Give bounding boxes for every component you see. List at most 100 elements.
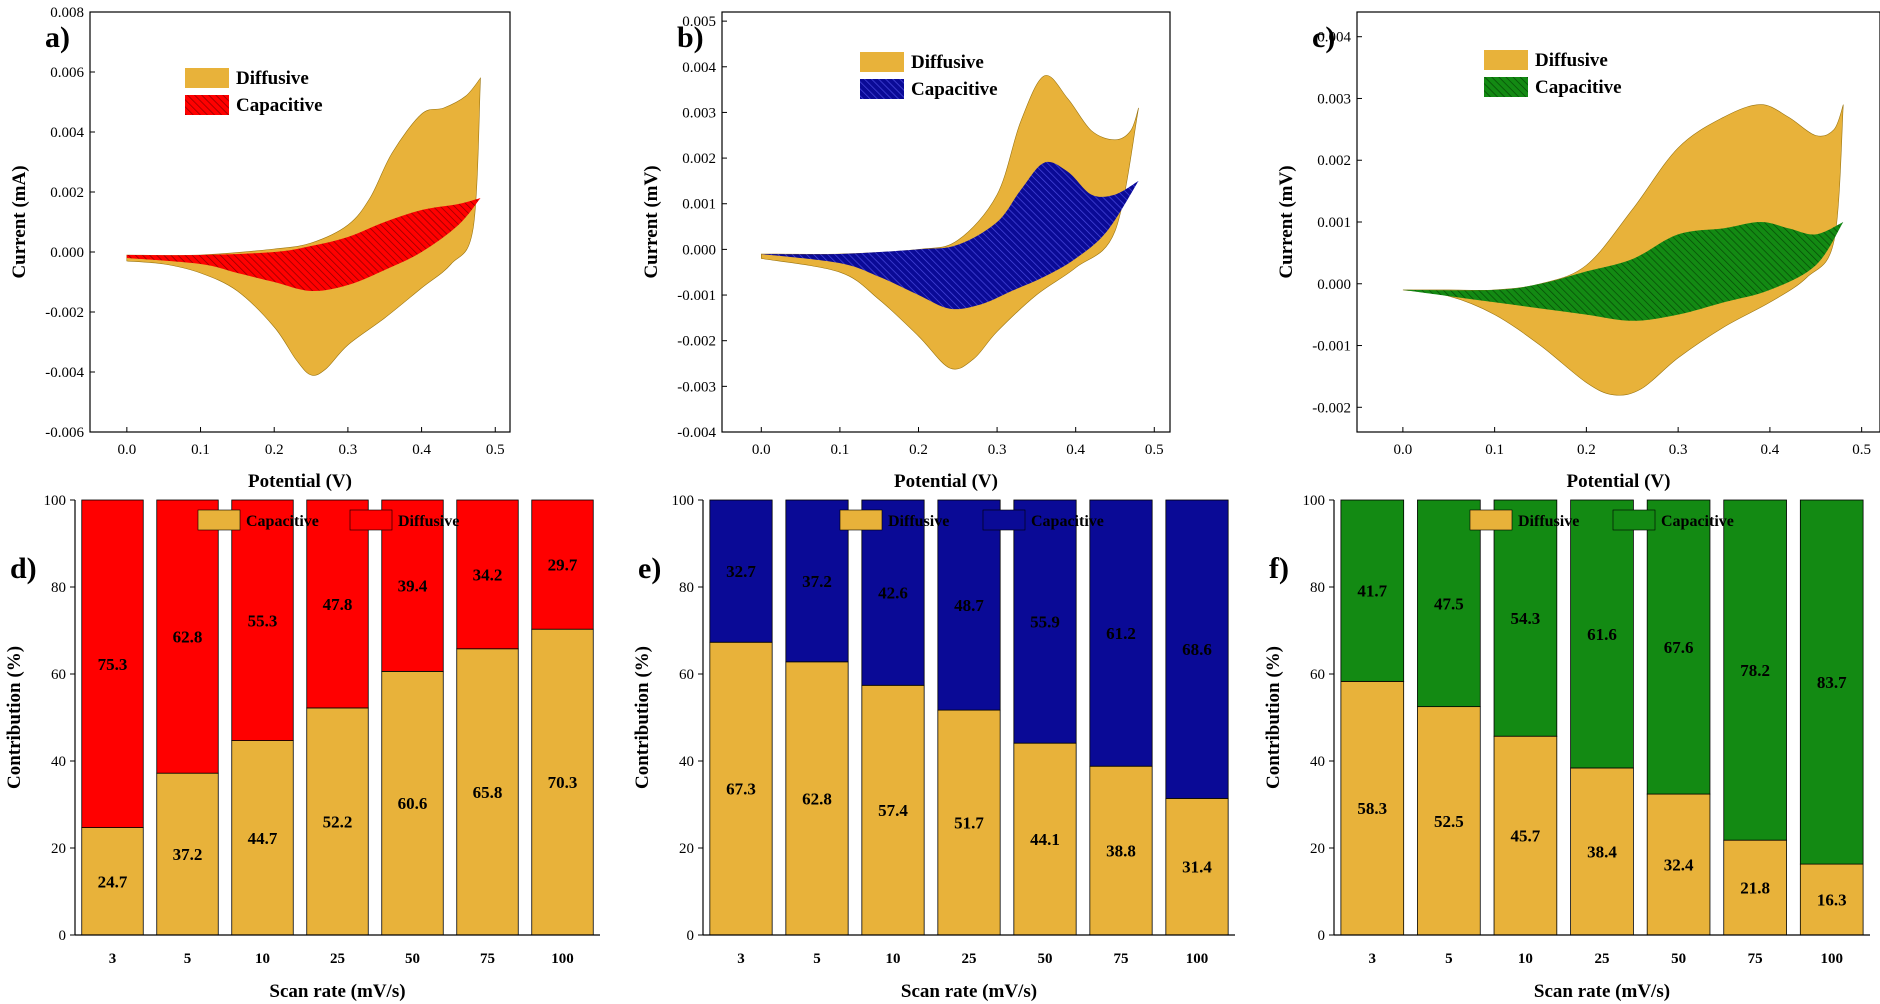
- bar-capacitive: [709, 499, 773, 643]
- x-tick-label: 0.1: [1485, 442, 1504, 458]
- x-tick-label: 100: [1186, 951, 1209, 967]
- bar-value-label: 44.1: [1030, 830, 1060, 849]
- y-axis-title: Contribution (%): [4, 646, 25, 789]
- bar-diffusive: [1013, 742, 1077, 936]
- y-tick-label: 40: [51, 754, 66, 770]
- legend-label: Diffusive: [1535, 50, 1608, 71]
- y-tick-label: 20: [679, 841, 694, 857]
- bar-capacitive: [231, 740, 294, 936]
- bar-value-label: 41.7: [1357, 582, 1387, 601]
- legend-label: Capacitive: [911, 79, 998, 100]
- bar-capacitive: [81, 827, 144, 936]
- bar-value-label: 62.8: [802, 789, 832, 808]
- area-diffusive: [126, 77, 481, 376]
- panel-label: d): [10, 552, 37, 585]
- panel-label: b): [677, 21, 704, 54]
- bar-diffusive: [1799, 863, 1864, 936]
- bar-value-label: 38.4: [1587, 842, 1617, 861]
- area-diffusive: [1402, 104, 1844, 396]
- legend-swatch-capacitive: [185, 95, 229, 115]
- y-tick-label: 0.004: [50, 125, 84, 141]
- area-diffusive: [761, 75, 1139, 370]
- legend-label: Diffusive: [398, 513, 459, 530]
- area-capacitive: [1402, 222, 1844, 321]
- bar-value-label: 44.7: [248, 829, 278, 848]
- bar-value-label: 37.2: [802, 572, 832, 591]
- x-tick-label: 50: [1671, 951, 1686, 967]
- area-capacitive: [126, 198, 481, 292]
- x-tick-label: 0.5: [1145, 442, 1164, 458]
- x-tick-label: 0.4: [412, 442, 431, 458]
- x-tick-label: 100: [551, 951, 574, 967]
- bar-value-label: 21.8: [1740, 879, 1770, 898]
- y-tick-label: 0: [59, 928, 67, 944]
- legend-swatch-capacitive: [860, 79, 904, 99]
- x-axis-title: Scan rate (mV/s): [269, 981, 405, 1002]
- x-axis-title: Potential (V): [894, 471, 998, 492]
- bar-value-label: 67.3: [726, 780, 756, 799]
- bar-capacitive: [1493, 499, 1558, 737]
- bar-value-label: 58.3: [1357, 799, 1387, 818]
- x-tick-label: 3: [109, 951, 117, 967]
- bar-diffusive: [1646, 793, 1711, 936]
- legend-label: Capacitive: [1535, 77, 1622, 98]
- legend-swatch-diffusive: [839, 509, 883, 531]
- y-tick-label: 100: [44, 493, 67, 509]
- bar-value-label: 32.4: [1664, 856, 1694, 875]
- y-tick-label: 100: [672, 493, 695, 509]
- chart-panel-c: 0.0 0.1 0.2 0.3 0.4 0.5 -0.002 -0.001 0.000 0.001…: [1276, 11, 1880, 492]
- legend-label: Capacitive: [1661, 513, 1734, 530]
- x-tick-label: 0.3: [988, 442, 1007, 458]
- bar-capacitive: [1723, 499, 1787, 841]
- y-tick-label: 0.006: [50, 65, 84, 81]
- bar-capacitive: [531, 628, 594, 936]
- bar-value-label: 48.7: [954, 596, 984, 615]
- bar-diffusive: [1493, 735, 1558, 936]
- bar-diffusive: [1089, 765, 1153, 936]
- y-tick-label: -0.001: [1312, 339, 1351, 355]
- x-tick-label: 75: [480, 951, 495, 967]
- panel-label: e): [638, 552, 661, 585]
- legend-swatch-diffusive: [185, 68, 229, 88]
- y-tick-label: -0.004: [677, 425, 716, 441]
- x-tick-label: 0.4: [1066, 442, 1085, 458]
- bar-value-label: 24.7: [98, 872, 128, 891]
- y-tick-label: 0.001: [1317, 215, 1351, 231]
- bar-capacitive: [861, 499, 925, 686]
- bar-value-label: 16.3: [1817, 891, 1847, 910]
- bar-value-label: 54.3: [1511, 609, 1541, 628]
- x-tick-label: 0.3: [1669, 442, 1688, 458]
- panel-label: f): [1269, 552, 1289, 585]
- bar-diffusive: [306, 499, 369, 709]
- bar-value-label: 51.7: [954, 814, 984, 833]
- y-tick-label: 20: [51, 841, 66, 857]
- y-tick-label: 60: [1310, 667, 1325, 683]
- y-tick-label: 80: [1310, 580, 1325, 596]
- y-tick-label: 60: [679, 667, 694, 683]
- y-tick-label: 0.000: [682, 242, 716, 258]
- y-tick-label: 0.004: [1317, 30, 1351, 46]
- bar-value-label: 47.8: [323, 595, 353, 614]
- bar-value-label: 42.6: [878, 584, 908, 603]
- chart-panel-b: 0.0 0.1 0.2 0.3 0.4 0.5 -0.004 -0.003 -0.002 -0.0…: [641, 11, 1171, 492]
- panel-label: c): [1312, 21, 1335, 54]
- y-tick-label: -0.003: [677, 379, 716, 395]
- x-tick-label: 5: [1445, 951, 1453, 967]
- bar-value-label: 32.7: [726, 562, 756, 581]
- x-tick-label: 25: [330, 951, 345, 967]
- x-tick-label: 0.2: [1577, 442, 1596, 458]
- y-tick-label: 0.003: [682, 105, 716, 121]
- x-tick-label: 25: [1595, 951, 1610, 967]
- bar-capacitive: [456, 648, 519, 936]
- bar-value-label: 34.2: [473, 565, 503, 584]
- bar-capacitive: [1013, 499, 1077, 744]
- bar-diffusive: [709, 641, 773, 936]
- x-tick-label: 0.0: [117, 442, 136, 458]
- plot-frame: [721, 11, 1171, 433]
- bar-value-label: 83.7: [1817, 673, 1847, 692]
- y-tick-label: 0.002: [50, 185, 84, 201]
- legend-swatch-diffusive: [860, 52, 904, 72]
- y-tick-label: 0.005: [682, 14, 716, 30]
- legend-label: Diffusive: [1518, 513, 1579, 530]
